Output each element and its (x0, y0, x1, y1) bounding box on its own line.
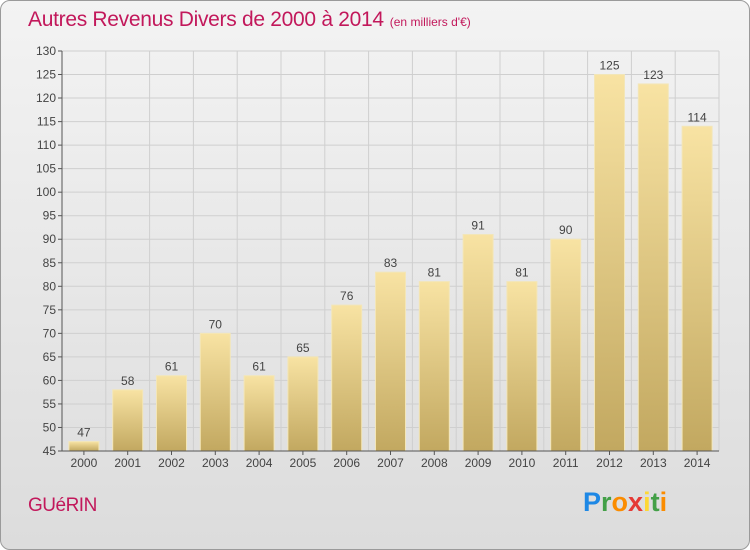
y-tick-label: 45 (43, 444, 57, 458)
bar-2009 (462, 234, 494, 452)
y-tick-label: 120 (36, 91, 56, 105)
bar-value-label: 91 (471, 219, 485, 233)
commune-name: GUéRIN (28, 495, 97, 516)
y-tick-label: 85 (43, 256, 57, 270)
logo-letter: t (650, 487, 660, 517)
y-tick-label: 50 (43, 420, 57, 434)
logo-letter: i (643, 487, 651, 517)
y-tick-label: 60 (43, 373, 57, 387)
bar-2008 (418, 281, 450, 452)
bar-2002 (156, 375, 187, 452)
bar-value-label: 65 (296, 341, 310, 355)
bar-2011 (550, 238, 582, 452)
bar-2007 (375, 271, 406, 452)
bar-value-label: 61 (252, 360, 266, 374)
logo-letter: r (601, 487, 612, 517)
bar-value-label: 125 (599, 59, 619, 73)
bar-2004 (243, 375, 275, 452)
logo-letter: o (611, 487, 629, 517)
bar-2013 (637, 83, 669, 452)
y-tick-label: 75 (43, 303, 57, 317)
y-tick-label: 65 (43, 350, 57, 364)
bar-2006 (331, 304, 363, 452)
y-tick-label: 100 (36, 185, 56, 199)
x-tick-label: 2002 (158, 456, 185, 470)
bar-value-label: 81 (515, 266, 529, 280)
y-tick-label: 115 (37, 115, 56, 129)
x-tick-label: 2014 (684, 456, 711, 470)
x-tick-label: 2011 (553, 456, 579, 470)
bar-value-label: 114 (688, 110, 707, 124)
bar-value-label: 90 (559, 223, 573, 237)
chart-title: Autres Revenus Divers de 2000 à 2014 (en … (28, 8, 471, 32)
y-tick-label: 130 (36, 44, 56, 58)
x-tick-label: 2005 (290, 456, 317, 470)
bar-2014 (681, 125, 713, 452)
x-tick-label: 2003 (202, 456, 229, 470)
x-tick-label: 2006 (333, 456, 360, 470)
chart-title-text: Autres Revenus Divers de 2000 à 2014 (28, 8, 384, 31)
x-tick-label: 2009 (465, 456, 492, 470)
x-tick-label: 2000 (71, 456, 98, 470)
x-tick-label: 2004 (246, 456, 273, 470)
chart-unit: (en milliers d'€) (389, 15, 471, 29)
logo-letter: i (659, 487, 668, 517)
y-tick-label: 110 (37, 138, 56, 152)
y-tick-label: 95 (43, 209, 57, 223)
bar-2012 (594, 74, 625, 452)
x-tick-label: 2007 (377, 456, 404, 470)
bar-2005 (287, 356, 319, 452)
bar-2010 (506, 281, 538, 452)
y-tick-label: 80 (43, 279, 57, 293)
bar-2001 (112, 389, 144, 452)
bar-value-label: 58 (121, 374, 135, 388)
y-tick-label: 90 (43, 232, 57, 246)
bar-value-label: 81 (428, 266, 442, 280)
x-tick-label: 2008 (421, 456, 448, 470)
axes: 45 50 55 60 65 70 75 80 85 90 95 100 105 110 115 120 125… (36, 44, 719, 470)
x-tick-label: 2013 (640, 456, 667, 470)
bar-value-label: 47 (77, 426, 91, 440)
logo-letter: x (628, 487, 644, 517)
bar-value-label: 123 (643, 68, 663, 82)
y-tick-label: 105 (36, 162, 56, 176)
x-tick-label: 2001 (114, 456, 141, 470)
proxiti-logo: Proxiti (583, 487, 667, 518)
y-tick-label: 55 (43, 397, 57, 411)
bar-2000 (68, 441, 100, 452)
logo-letter: P (583, 487, 602, 517)
bar-value-label: 61 (165, 360, 179, 374)
x-tick-label: 2010 (509, 456, 536, 470)
x-tick-label: 2012 (596, 456, 623, 470)
y-tick-label: 125 (36, 68, 56, 82)
bar-value-label: 76 (340, 289, 354, 303)
bar-value-label: 83 (384, 256, 398, 270)
bars: 47 58 61 70 61 65 76 83 81 91 81 90 125 123 114 (68, 59, 713, 452)
y-tick-label: 70 (43, 326, 57, 340)
bar-2003 (199, 332, 231, 452)
bar-value-label: 70 (209, 317, 223, 331)
